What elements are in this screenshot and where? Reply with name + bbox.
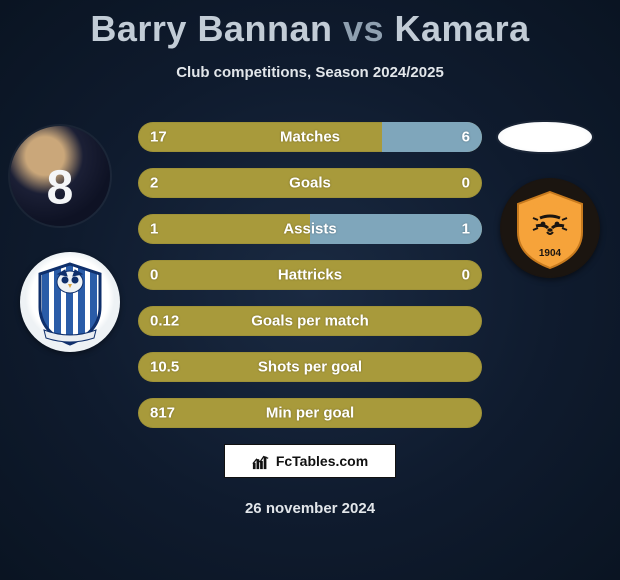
player1-avatar: [10, 126, 110, 226]
stat-label: Min per goal: [266, 405, 354, 422]
stat-left-value: 817: [150, 405, 175, 422]
stat-row: 17 Matches 6: [138, 122, 482, 152]
stat-label: Matches: [280, 129, 340, 146]
stat-left-value: 10.5: [150, 359, 179, 376]
stat-label: Goals: [289, 175, 331, 192]
footer-date: 26 november 2024: [245, 500, 375, 517]
stats-bars: 17 Matches 6 2 Goals 0 1 Assists 1 0 Hattricks 0 0.1…: [138, 122, 482, 444]
stat-label: Assists: [283, 221, 336, 238]
stat-right-value: 6: [462, 129, 470, 146]
stat-row: 10.5 Shots per goal: [138, 352, 482, 382]
brand-icon: [252, 452, 270, 470]
crest-year: 1904: [539, 248, 562, 259]
stat-left-value: 1: [150, 221, 158, 238]
player2-avatar: [498, 122, 592, 152]
subtitle: Club competitions, Season 2024/2025: [0, 64, 620, 81]
stat-row: 1 Assists 1: [138, 214, 482, 244]
page-title: Barry Bannan vs Kamara: [0, 0, 620, 50]
title-player1: Barry Bannan: [90, 8, 332, 49]
footer-brand: FcTables.com: [224, 444, 396, 478]
title-vs: vs: [343, 8, 384, 49]
stat-left-value: 0.12: [150, 313, 179, 330]
stat-label: Goals per match: [251, 313, 369, 330]
stat-row: 817 Min per goal: [138, 398, 482, 428]
stat-label: Shots per goal: [258, 359, 362, 376]
stat-row: 2 Goals 0: [138, 168, 482, 198]
stat-right-value: 1: [462, 221, 470, 238]
stat-row: 0.12 Goals per match: [138, 306, 482, 336]
stat-left-value: 2: [150, 175, 158, 192]
stat-left-value: 17: [150, 129, 167, 146]
title-player2: Kamara: [395, 8, 530, 49]
stat-label: Hattricks: [278, 267, 342, 284]
stat-left-value: 0: [150, 267, 158, 284]
stat-right-value: 0: [462, 267, 470, 284]
player2-club-crest: 1904: [500, 178, 600, 278]
player1-club-crest: [20, 252, 120, 352]
brand-text: FcTables.com: [276, 453, 368, 469]
stat-right-value: 0: [462, 175, 470, 192]
stat-row: 0 Hattricks 0: [138, 260, 482, 290]
